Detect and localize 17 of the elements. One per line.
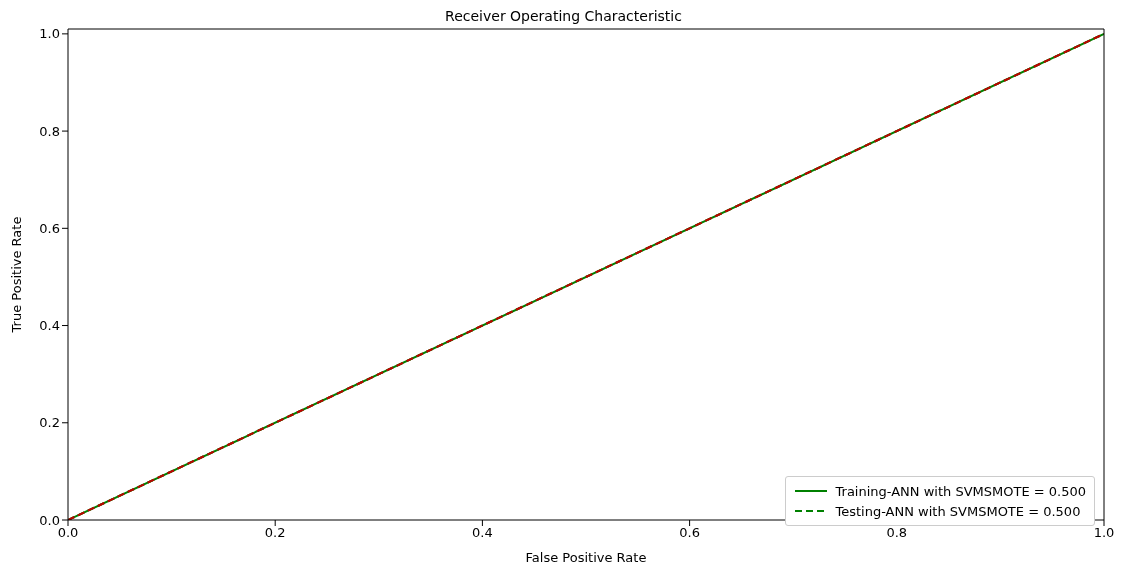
y-tick-label: 1.0	[39, 26, 60, 42]
x-tick-label: 1.0	[1093, 525, 1115, 541]
x-tick-label: 0.2	[264, 525, 286, 541]
y-tick-label: 0.4	[39, 318, 60, 334]
y-axis-title: True Positive Rate	[8, 216, 24, 334]
legend-label: Training-ANN with SVMSMOTE = 0.500	[835, 483, 1086, 499]
legend-label: Testing-ANN with SVMSMOTE = 0.500	[835, 503, 1081, 519]
x-tick-label: 0.4	[472, 525, 493, 541]
y-tick-label: 0.0	[39, 512, 60, 528]
x-axis-title: False Positive Rate	[525, 550, 647, 565]
chart-title: Receiver Operating Characteristic	[444, 8, 683, 24]
y-tick-label: 0.6	[39, 220, 60, 236]
x-tick-label: 0.0	[57, 525, 79, 541]
x-tick-label: 0.8	[886, 525, 908, 541]
y-tick-label: 0.8	[39, 123, 60, 139]
y-tick-label: 0.2	[39, 415, 60, 431]
x-tick-label: 0.6	[679, 525, 700, 541]
